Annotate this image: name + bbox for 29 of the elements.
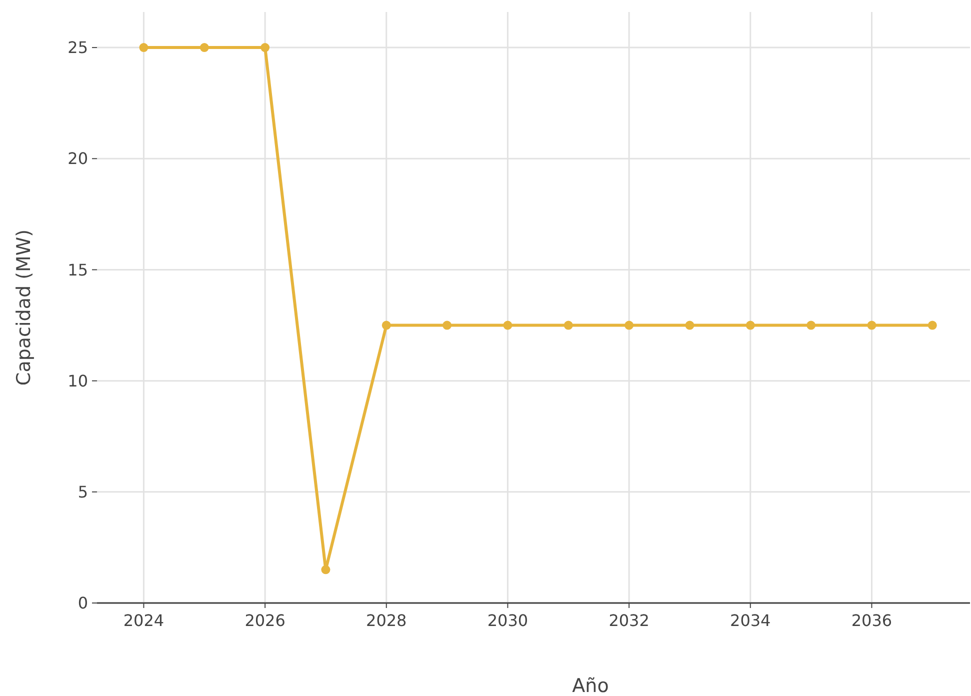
point <box>867 320 876 330</box>
point <box>442 320 452 330</box>
point <box>260 43 270 52</box>
x-tick-label: 2032 <box>608 611 650 630</box>
point <box>746 320 755 330</box>
point <box>685 320 694 330</box>
point <box>806 320 816 330</box>
y-tick-label: 10 <box>68 371 88 390</box>
point <box>928 320 937 330</box>
point <box>200 43 209 52</box>
x-tick-label: 2034 <box>730 611 771 630</box>
y-tick-label: 15 <box>68 260 88 280</box>
y-axis-title: Capacidad (MW) <box>13 229 35 386</box>
point <box>139 43 148 52</box>
y-tick-label: 25 <box>68 38 88 58</box>
y-tick-label: 0 <box>78 594 88 613</box>
point <box>624 320 634 330</box>
x-tick-label: 2028 <box>366 611 407 630</box>
x-tick-label: 2030 <box>487 611 528 630</box>
x-tick-label: 2026 <box>244 611 286 630</box>
point <box>321 565 330 574</box>
point <box>564 320 573 330</box>
point <box>382 320 391 330</box>
x-tick-label: 2036 <box>851 611 892 630</box>
x-axis-title: Año <box>572 675 609 696</box>
y-tick-label: 5 <box>78 482 88 502</box>
y-tick-label: 20 <box>68 149 88 168</box>
x-tick-label: 2024 <box>123 611 164 630</box>
point <box>503 320 512 330</box>
